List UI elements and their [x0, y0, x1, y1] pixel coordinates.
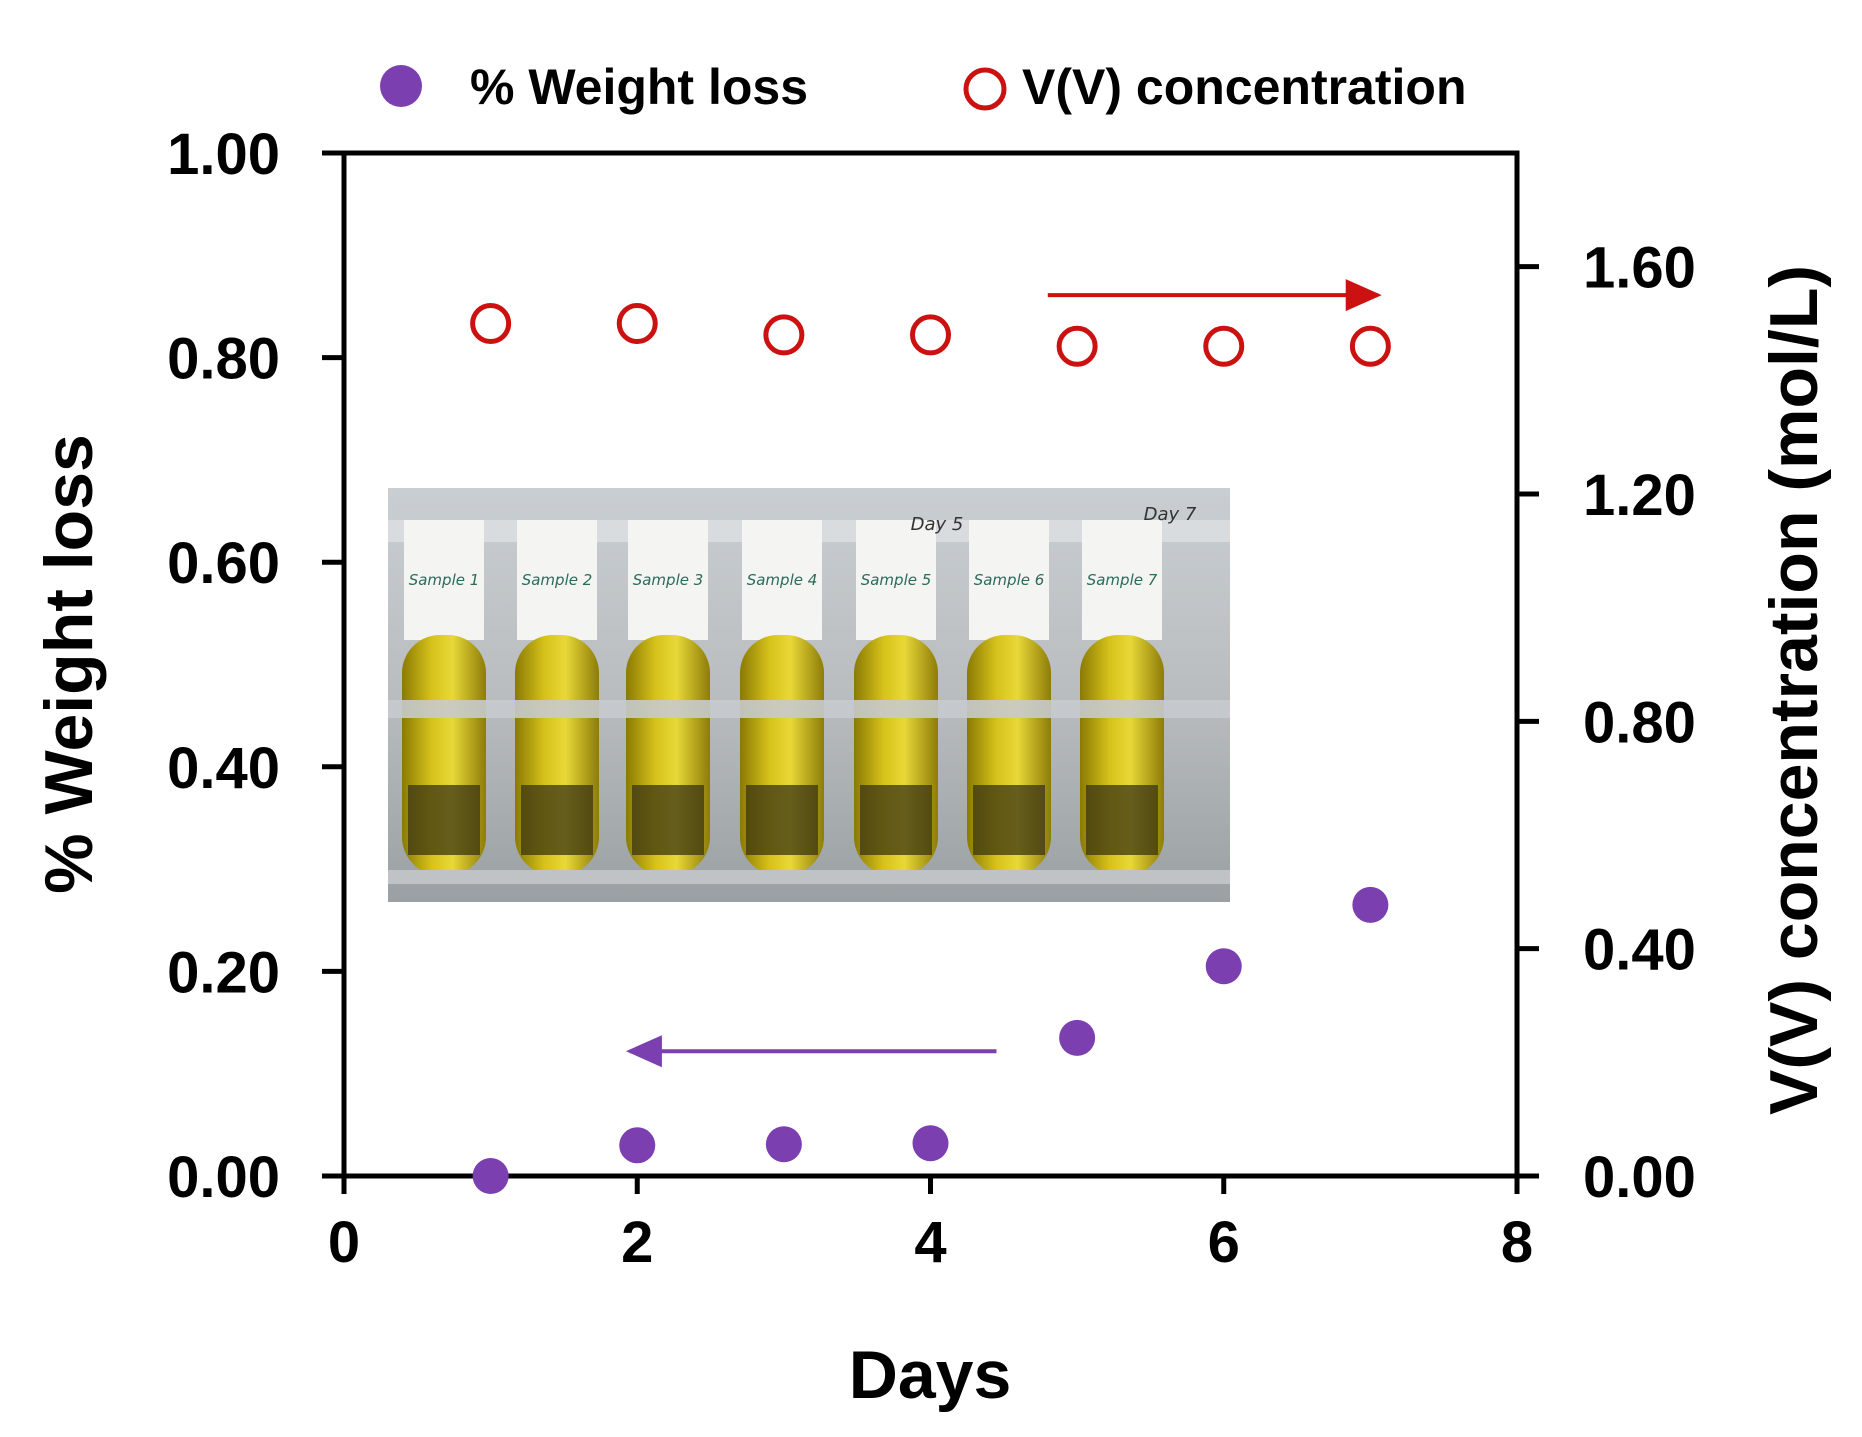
tube-label-text: Sample 4 — [747, 571, 818, 589]
y2-tick-label: 0.80 — [1583, 690, 1696, 755]
legend-label-weight-loss: % Weight loss — [470, 59, 808, 115]
legend: % Weight loss V(V) concentration — [380, 59, 1466, 115]
tube-label-paper — [856, 520, 936, 640]
tube-sample-strip — [521, 785, 593, 855]
x-tick-label: 6 — [1208, 1210, 1240, 1275]
y-axis-right: 0.00 0.40 0.80 1.20 1.60 — [1517, 236, 1696, 1210]
tube-day-label: Day 5 — [911, 514, 964, 535]
tube-label-text: Sample 5 — [861, 571, 932, 589]
tube-day-label: Day 7 — [1144, 504, 1197, 525]
tube-sample-strip — [973, 785, 1045, 855]
point-vv-concentration — [1349, 325, 1391, 367]
data-points — [470, 303, 1391, 1194]
legend-marker-vv-concentration — [963, 67, 1007, 111]
x-tick-label: 2 — [621, 1210, 653, 1275]
tube-label-text: Sample 7 — [1087, 571, 1158, 589]
legend-label-vv-concentration: V(V) concentration — [1022, 59, 1466, 115]
point-weight-loss — [472, 1158, 509, 1194]
point-vv-concentration — [616, 303, 658, 344]
point-weight-loss — [1352, 886, 1389, 923]
y-tick-label: 0.60 — [167, 531, 280, 596]
tube-sample-strip — [1086, 785, 1158, 855]
tube-sample-strip — [746, 785, 818, 855]
point-vv-concentration — [763, 314, 805, 356]
x-tick-label: 4 — [914, 1210, 946, 1275]
annotations — [625, 279, 1382, 1068]
test-tube-photo: Sample 1 Sample 2 Sample 3 Sample 4 Sample 5… — [388, 488, 1230, 902]
tube-label-paper — [969, 520, 1049, 640]
y-tick-label: 0.20 — [167, 940, 280, 1005]
tube-label-paper — [1082, 520, 1162, 640]
point-weight-loss — [765, 1126, 802, 1163]
point-weight-loss — [619, 1127, 656, 1164]
point-weight-loss — [1205, 948, 1242, 985]
tube-label-text: Sample 6 — [974, 571, 1045, 589]
y-tick-label: 1.00 — [167, 122, 280, 187]
tube-label-text: Sample 1 — [409, 571, 480, 589]
tube-sample-strip — [408, 785, 480, 855]
tube-label-text: Sample 2 — [522, 571, 593, 589]
y-axis-title: % Weight loss — [31, 434, 107, 894]
tube-label-paper — [404, 520, 484, 640]
tube-label-paper — [742, 520, 822, 640]
x-axis-title: Days — [849, 1337, 1012, 1413]
tube-label-paper — [517, 520, 597, 640]
x-tick-label: 0 — [328, 1210, 360, 1275]
point-weight-loss — [1059, 1019, 1096, 1056]
y2-tick-label: 1.60 — [1583, 236, 1696, 301]
y-tick-label: 0.80 — [167, 327, 280, 392]
x-tick-label: 8 — [1501, 1210, 1533, 1275]
y2-axis-title: V(V) concentration (mol/L) — [1756, 265, 1832, 1115]
tube-sample-strip — [632, 785, 704, 855]
y2-tick-label: 0.00 — [1583, 1145, 1696, 1210]
legend-marker-weight-loss — [380, 65, 422, 107]
y2-tick-label: 1.20 — [1583, 463, 1696, 528]
y-tick-label: 0.40 — [167, 736, 280, 801]
point-vv-concentration — [910, 314, 951, 356]
y-axis-left: 0.00 0.20 0.40 0.60 0.80 1.00 — [167, 122, 344, 1210]
tube-sample-strip — [860, 785, 932, 855]
y-tick-label: 0.00 — [167, 1145, 280, 1210]
point-vv-concentration — [470, 303, 512, 344]
tube-label-text: Sample 3 — [633, 571, 704, 589]
y2-tick-label: 0.40 — [1583, 918, 1696, 983]
point-vv-concentration — [1203, 325, 1245, 367]
point-vv-concentration — [1056, 325, 1098, 367]
tube-label-paper — [628, 520, 708, 640]
point-weight-loss — [912, 1125, 949, 1162]
x-axis: 0 2 4 6 8 — [328, 1176, 1533, 1275]
